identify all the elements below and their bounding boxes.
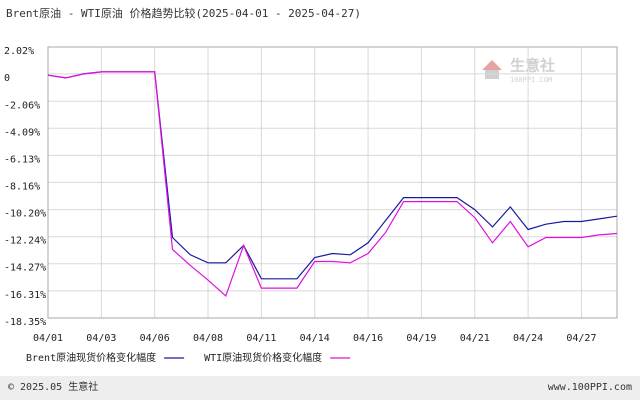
y-tick-label: -18.35% xyxy=(4,317,46,328)
x-tick-label: 04/14 xyxy=(300,333,330,344)
x-tick-label: 04/21 xyxy=(460,333,490,344)
y-tick-label: -14.27% xyxy=(4,263,46,274)
y-tick-label: 2.02% xyxy=(4,46,34,57)
y-tick-label: -4.09% xyxy=(4,127,40,138)
y-tick-label: -16.31% xyxy=(4,290,46,301)
x-tick-label: 04/01 xyxy=(33,333,63,344)
x-tick-label: 04/27 xyxy=(566,333,596,344)
x-tick-label: 04/06 xyxy=(140,333,170,344)
footer-bar xyxy=(0,376,640,400)
watermark-logo xyxy=(485,70,499,79)
x-tick-label: 04/19 xyxy=(406,333,436,344)
y-tick-label: -8.16% xyxy=(4,181,40,192)
y-tick-label: -10.20% xyxy=(4,209,46,220)
watermark-text: 生意社 xyxy=(510,57,555,75)
x-tick-label: 04/11 xyxy=(246,333,276,344)
watermark: 生意社 100PPI.COM xyxy=(482,57,555,84)
series-line xyxy=(47,71,618,298)
footer-left: © 2025.05 生意社 xyxy=(8,380,98,393)
x-tick-label: 04/16 xyxy=(353,333,383,344)
legend-label: Brent原油现货价格变化幅度 xyxy=(26,351,156,364)
footer-right: www.100PPI.com xyxy=(548,382,632,393)
y-tick-label: -12.24% xyxy=(4,236,46,247)
chart-title: Brent原油 - WTI原油 价格趋势比较(2025-04-01 - 2025… xyxy=(6,6,361,20)
y-tick-label: -6.13% xyxy=(4,154,40,165)
x-tick-label: 04/08 xyxy=(193,333,223,344)
x-tick-label: 04/24 xyxy=(513,333,543,344)
plot-frame xyxy=(47,46,618,319)
legend-label: WTI原油现货价格变化幅度 xyxy=(204,351,322,364)
y-tick-label: 0 xyxy=(4,73,10,84)
y-tick-label: -2.06% xyxy=(4,100,40,111)
x-tick-label: 04/03 xyxy=(86,333,116,344)
watermark-sub: 100PPI.COM xyxy=(510,76,552,84)
watermark-logo xyxy=(482,60,502,70)
